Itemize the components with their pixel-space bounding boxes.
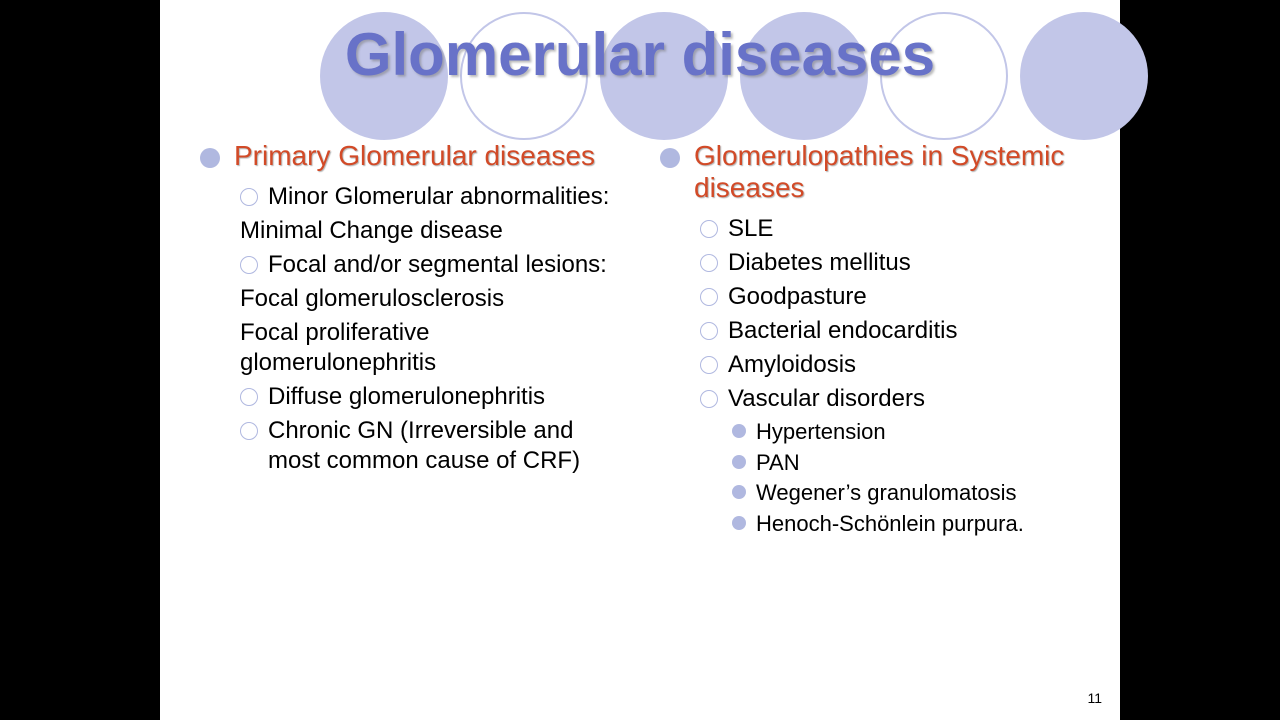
list-item: Henoch-Schönlein purpura. xyxy=(732,510,1090,538)
slide: Glomerular diseases Primary Glomerular d… xyxy=(160,0,1120,720)
list-item: Diabetes mellitus xyxy=(700,248,1090,278)
list-item: Goodpasture xyxy=(700,282,1090,312)
list-item: Vascular disorders xyxy=(700,384,1090,414)
list-item: Diffuse glomerulonephritis xyxy=(240,382,630,412)
list-item: Chronic GN (Irreversible and most common… xyxy=(240,416,630,476)
slide-title: Glomerular diseases xyxy=(160,20,1120,89)
column-heading: Glomerulopathies in Systemic diseases xyxy=(660,140,1090,204)
slide-content: Primary Glomerular diseases Minor Glomeru… xyxy=(200,140,1090,690)
list-item: SLE xyxy=(700,214,1090,244)
list-item: Hypertension xyxy=(732,418,1090,446)
list-item: Focal and/or segmental lesions: xyxy=(240,250,630,280)
list-item: Minor Glomerular abnormalities: xyxy=(240,182,630,212)
list-item: Bacterial endocarditis xyxy=(700,316,1090,346)
page-number: 11 xyxy=(1087,690,1102,706)
column-1: Primary Glomerular diseases Minor Glomeru… xyxy=(200,140,630,690)
list-item: Focal proliferative glomerulonephritis xyxy=(240,318,630,378)
column-2: Glomerulopathies in Systemic diseases SLE… xyxy=(660,140,1090,690)
column-heading: Primary Glomerular diseases xyxy=(200,140,630,172)
list-item: PAN xyxy=(732,449,1090,477)
list-item: Focal glomerulosclerosis xyxy=(240,284,630,314)
list-item: Wegener’s granulomatosis xyxy=(732,479,1090,507)
list-item: Minimal Change disease xyxy=(240,216,630,246)
list-item: Amyloidosis xyxy=(700,350,1090,380)
